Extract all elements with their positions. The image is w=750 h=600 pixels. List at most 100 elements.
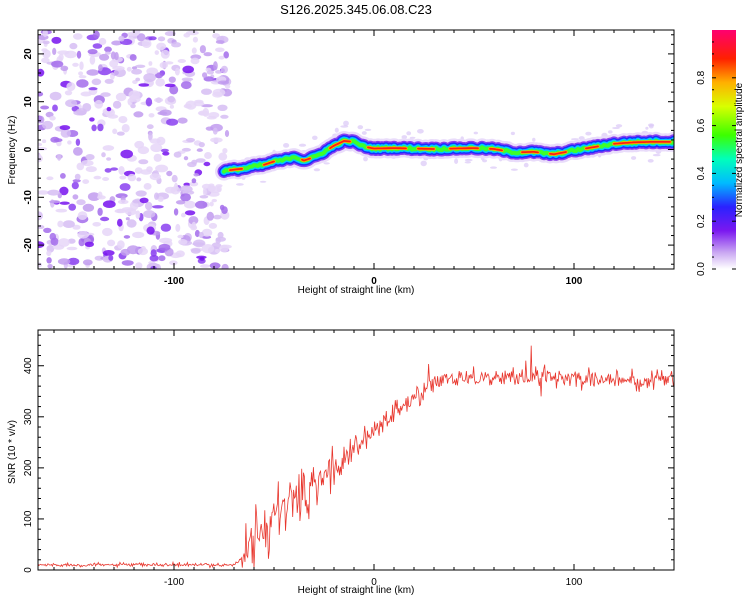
noise-blob [221,263,229,269]
ridge-red [449,147,479,150]
noise-blob [117,218,123,227]
noise-blob [183,33,191,38]
noise-blob [178,239,188,245]
noise-blob [171,42,182,48]
noise-speckle [612,127,620,129]
noise-blob [182,65,194,74]
noise-blob [215,237,221,244]
noise-blob [38,190,49,195]
x-tick-label: 100 [566,276,583,287]
noise-blob [158,243,171,251]
colorbar-tick-label: 0.4 [696,166,707,180]
noise-blob [79,61,84,70]
noise-blob [195,200,208,209]
colorbar-ticks: 0.0 0.2 0.4 0.6 0.8 [696,41,736,276]
noise-blob [112,128,118,135]
noise-blob [199,256,205,261]
noise-blob [106,106,112,112]
y-tick-label: 200 [23,459,34,476]
noise-blob [206,70,214,75]
noise-blob [195,158,206,163]
noise-blob [136,33,146,42]
noise-blob [101,152,106,158]
noise-blob [191,47,197,54]
noise-blob [93,175,102,180]
noise-blob [52,104,58,112]
noise-blob [73,147,83,156]
noise-speckle [334,127,339,133]
x-tick-label: -100 [164,276,184,287]
noise-blob [102,200,116,208]
noise-blob [41,57,50,64]
colorbar: 0.0 0.2 0.4 0.6 0.8 Normalized spectral ampl… [696,30,745,276]
noise-blob [92,222,101,227]
noise-blob [73,110,87,116]
noise-blob [154,192,159,200]
noise-blob [198,142,205,148]
noise-blob [177,59,186,63]
noise-blob [148,61,153,66]
noise-blob [191,178,197,184]
y-tick-label: 0 [23,567,34,573]
noise-blob [126,66,132,72]
noise-blob [167,95,175,103]
noise-blob [164,31,176,37]
noise-blob [106,157,112,161]
noise-blob [45,111,54,118]
noise-blob [157,111,168,116]
y-tick-label: -10 [23,190,34,205]
noise-blob [72,62,79,67]
colorbar-tick-label: 0.0 [696,262,707,276]
noise-blob [126,219,137,228]
x-tick-label: 0 [371,276,377,287]
noise-blob [200,264,211,268]
noise-blob [218,55,225,60]
noise-blob [159,61,168,69]
noise-blob [194,229,200,238]
noise-blob [47,189,60,196]
y-tick-label: 10 [23,96,34,108]
noise-speckle [647,159,654,163]
noise-blob [201,244,215,254]
noise-blob [57,50,70,55]
noise-blob [177,234,184,239]
ridge-red [367,146,407,150]
noise-blob [206,211,214,221]
noise-blob [50,237,59,246]
noise-speckle [615,124,623,128]
colorbar-tick-label: 0.8 [696,70,707,84]
noise-blob [110,72,115,80]
noise-blob [42,30,48,37]
noise-blob [139,197,149,204]
noise-blob [60,129,71,138]
noise-blob [150,249,157,257]
noise-speckle [323,162,330,165]
noise-blob [60,65,69,72]
noise-blob [191,221,197,230]
noise-blob [224,130,230,137]
noise-blob [183,156,189,161]
x-tick-label: 0 [371,577,377,588]
noise-speckle [631,156,637,160]
noise-blob [59,186,69,196]
noise-blob [38,211,43,221]
spectrogram-noise-region [38,30,663,269]
noise-speckle [523,162,529,168]
noise-speckle [406,131,412,136]
noise-blob [42,40,50,45]
y-tick-label: -20 [23,237,34,252]
noise-speckle [417,129,424,134]
noise-blob [173,151,182,158]
noise-blob [57,220,64,228]
noise-blob [128,90,141,100]
noise-blob [52,47,57,56]
noise-blob [72,194,79,200]
y-tick-label: 300 [23,408,34,425]
snr-frame [37,329,675,571]
noise-speckle [473,131,478,135]
noise-blob [189,181,199,187]
noise-blob [104,46,112,53]
noise-blob [132,231,145,239]
noise-blob [102,250,115,256]
noise-blob [199,195,209,199]
